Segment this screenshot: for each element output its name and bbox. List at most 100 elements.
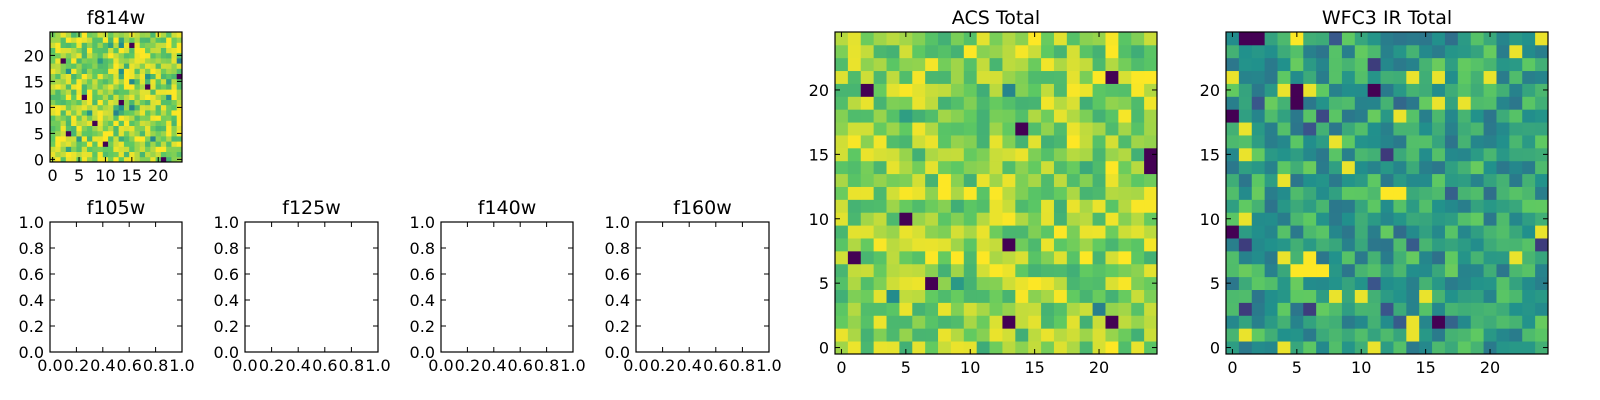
heatmap-cell (1105, 289, 1119, 303)
heatmap-cell (1118, 212, 1132, 226)
heatmap-cell (847, 70, 862, 84)
heatmap-cell (1457, 32, 1472, 46)
heatmap-cell (139, 78, 146, 85)
heatmap-cell (92, 136, 98, 142)
heatmap-cell (1457, 109, 1472, 123)
heatmap-cell (873, 341, 887, 355)
heatmap-cell (1470, 147, 1484, 162)
heatmap-cell (1066, 289, 1081, 303)
heatmap-cell (1041, 199, 1055, 213)
heatmap-cell (1444, 263, 1459, 278)
heatmap-cell (963, 263, 978, 278)
heatmap-cell (97, 130, 104, 137)
heatmap-cell (860, 225, 875, 239)
heatmap-cell (1316, 135, 1330, 149)
heatmap-cell (1432, 289, 1446, 303)
heatmap-cell (145, 104, 151, 111)
heatmap-cell (1053, 328, 1068, 342)
heatmap-cell (873, 83, 887, 97)
heatmap-cell (50, 37, 56, 43)
heatmap-cell (1457, 250, 1472, 265)
heatmap-cell (92, 130, 98, 137)
heatmap-cell (1380, 160, 1394, 175)
heatmap-cell (1367, 238, 1381, 252)
heatmap-cell (1290, 276, 1304, 290)
heatmap-cell (1535, 250, 1549, 265)
heatmap-cell (92, 89, 98, 95)
heatmap-cell (976, 341, 990, 355)
heatmap-cell (129, 115, 135, 121)
heatmap-cell (976, 32, 990, 46)
heatmap-cell (1432, 44, 1446, 59)
heatmap-cell (925, 225, 939, 239)
heatmap-cell (97, 115, 104, 121)
heatmap-cell (123, 115, 130, 121)
heatmap-cell (1341, 70, 1356, 84)
heatmap-cell (912, 96, 926, 110)
heatmap-cell (1303, 302, 1317, 316)
heatmap-cell (1226, 32, 1240, 46)
heatmap-cell (123, 52, 130, 59)
heatmap-cell (873, 225, 887, 239)
heatmap-cell (81, 73, 88, 80)
heatmap-cell (1496, 341, 1510, 355)
heatmap-cell (1535, 302, 1549, 316)
heatmap-cell (1251, 212, 1266, 226)
heatmap-cell (60, 141, 67, 147)
heatmap-cell (1264, 263, 1278, 278)
heatmap-cell (899, 225, 913, 239)
heatmap-cell (139, 32, 146, 38)
heatmap-cell (989, 199, 1003, 213)
heatmap-cell (160, 125, 167, 132)
heatmap-cell (76, 47, 83, 54)
heatmap-cell (1131, 57, 1145, 72)
heatmap-cell (160, 156, 167, 163)
heatmap-cell (1238, 135, 1253, 149)
heatmap-cell (1341, 32, 1356, 46)
heatmap-cell (1066, 147, 1081, 162)
heatmap-cell (1238, 238, 1253, 252)
heatmap-cell (989, 212, 1003, 226)
heatmap-cell (1406, 96, 1420, 110)
heatmap-cell (1277, 238, 1291, 252)
heatmap-cell (92, 104, 98, 111)
heatmap-cell (1522, 135, 1536, 149)
heatmap-cell (92, 84, 98, 90)
heatmap-cell (1303, 212, 1317, 226)
heatmap-cell (134, 120, 141, 126)
heatmap-cell (938, 147, 952, 162)
heatmap-cell (1131, 122, 1145, 136)
heatmap-cell (873, 250, 887, 265)
heatmap-cell (92, 115, 98, 121)
y-tick-label: 0.2 (19, 317, 44, 336)
heatmap-cell (1092, 289, 1106, 303)
heatmap-cell (1041, 135, 1055, 149)
heatmap-cell (102, 99, 109, 106)
heatmap-cell (171, 125, 178, 132)
heatmap-cell (847, 186, 862, 200)
heatmap-cell (899, 122, 913, 136)
heatmap-cell (938, 302, 952, 316)
heatmap-cell (160, 63, 167, 69)
heatmap-cell (1522, 263, 1536, 278)
heatmap-cell (963, 250, 978, 265)
heatmap-cell (1354, 225, 1369, 239)
heatmap-cell (155, 73, 162, 80)
heatmap-cell (950, 276, 965, 290)
heatmap-cell (1522, 160, 1536, 175)
heatmap-cell (50, 94, 56, 100)
heatmap-cell (912, 341, 926, 355)
heatmap-cell (1092, 70, 1106, 84)
heatmap-cell (1226, 173, 1240, 187)
heatmap-cell (1277, 96, 1291, 110)
heatmap-cell (76, 37, 83, 43)
y-tick-label: 0 (34, 150, 44, 169)
heatmap-cell (1277, 289, 1291, 303)
heatmap-cell (123, 136, 130, 142)
heatmap-cell (1092, 83, 1106, 97)
heatmap-cell (113, 63, 120, 69)
axes-frame (49, 221, 183, 353)
heatmap-cell (1041, 173, 1055, 187)
heatmap-cell (1066, 70, 1081, 84)
